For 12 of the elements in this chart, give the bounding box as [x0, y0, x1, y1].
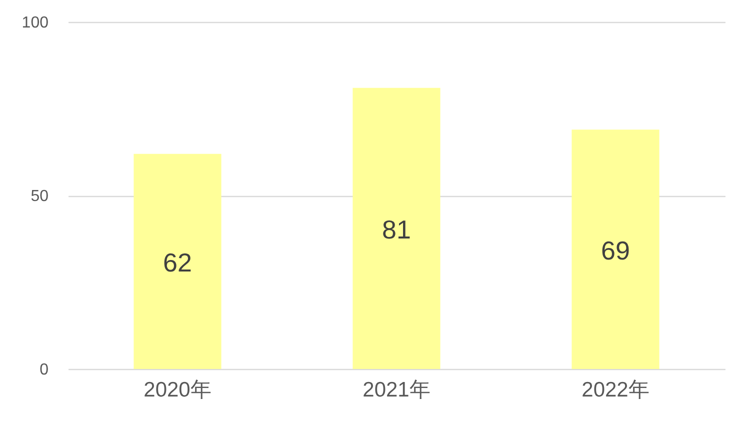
- data-label: 69: [601, 235, 630, 266]
- data-label: 62: [163, 247, 192, 278]
- x-tick-label: 2022年: [582, 378, 650, 402]
- y-tick-label: 100: [22, 14, 49, 32]
- y-tick-label: 50: [30, 188, 49, 205]
- data-label: 81: [382, 214, 411, 244]
- bar: [572, 130, 660, 369]
- bar: [134, 154, 222, 369]
- x-tick-label: 2021年: [362, 378, 430, 402]
- bar: [352, 88, 440, 369]
- x-tick-label: 2020年: [144, 378, 212, 402]
- y-tick-label: 0: [40, 362, 49, 378]
